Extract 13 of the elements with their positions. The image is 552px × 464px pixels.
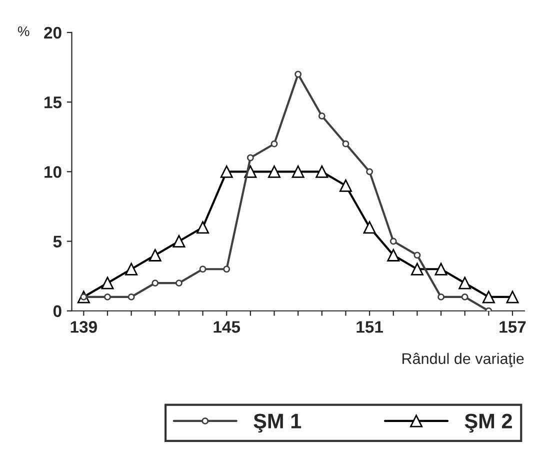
y-axis-title: % — [18, 26, 30, 36]
y-tick-label: 15 — [44, 96, 62, 108]
x-tick-label: 151 — [356, 321, 383, 333]
x-tick-label: 139 — [70, 321, 97, 333]
y-tick-label: 0 — [53, 305, 62, 318]
x-tick-label: 157 — [500, 321, 526, 333]
legend-label: ŞM 1 — [254, 414, 302, 433]
y-tick-label: 5 — [53, 236, 62, 248]
x-axis-title: Rândul de variaţie — [402, 352, 524, 368]
y-tick-label: 10 — [44, 166, 62, 178]
y-tick-label: 20 — [44, 26, 62, 39]
legend-label: ŞM 2 — [464, 414, 512, 433]
x-tick-label: 145 — [214, 321, 240, 333]
